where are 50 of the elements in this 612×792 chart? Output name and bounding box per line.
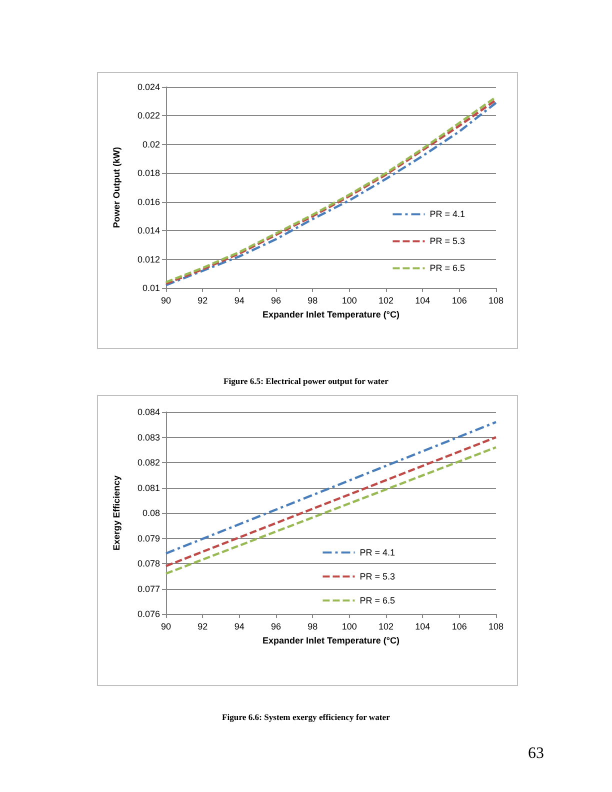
x-tick-label: 106	[452, 296, 467, 306]
x-tick-label: 102	[378, 296, 394, 306]
x-tick-label: 104	[415, 622, 430, 632]
y-tick-label: 0.083	[137, 432, 160, 442]
x-tick-label: 98	[308, 296, 318, 306]
legend-label: PR = 5.3	[360, 572, 396, 582]
y-tick-label: 0.082	[137, 458, 160, 468]
x-tick-label: 108	[488, 296, 504, 306]
y-tick-label: 0.079	[137, 533, 160, 544]
legend-label: PR = 6.5	[360, 596, 396, 606]
x-tick-label: 100	[342, 296, 357, 306]
y-tick-label: 0.014	[137, 226, 160, 236]
x-tick-label: 94	[234, 622, 244, 632]
text: 63	[528, 745, 544, 763]
y-tick-label: 0.076	[137, 609, 160, 619]
legend-label: PR = 4.1	[360, 548, 396, 558]
x-axis-title: Expander Inlet Temperature (°C)	[262, 310, 400, 320]
legend-label: PR = 4.1	[430, 209, 466, 220]
x-axis-title: Expander Inlet Temperature (°C)	[262, 636, 400, 646]
x-tick-label: 98	[308, 622, 318, 632]
x-tick-label: 108	[488, 622, 504, 632]
x-tick-label: 106	[452, 622, 467, 632]
y-tick-label: 0.016	[137, 196, 160, 207]
y-tick-label: 0.084	[137, 407, 160, 417]
x-tick-label: 90	[160, 296, 172, 306]
x-tick-label: 100	[342, 622, 357, 632]
y-tick-label: 0.08	[142, 508, 160, 518]
y-tick-label: 0.01	[142, 283, 160, 293]
y-tick-label: 0.078	[137, 558, 160, 568]
x-tick-label: 94	[234, 296, 244, 306]
y-tick-label: 0.018	[137, 168, 160, 178]
y-tick-label: 0.077	[137, 584, 160, 594]
y-tick-label: 0.081	[137, 482, 160, 493]
legend-label: PR = 6.5	[430, 263, 466, 274]
caption: Figure 6.6: System exergy efficiency for water	[222, 712, 390, 722]
y-axis-title: Power Output (kW)	[112, 147, 122, 228]
x-tick-label: 92	[198, 622, 208, 632]
y-tick-label: 0.024	[137, 82, 160, 92]
x-tick-label: 104	[415, 296, 430, 306]
y-tick-label: 0.02	[142, 139, 160, 150]
legend-label: PR = 5.3	[430, 236, 466, 246]
y-tick-label: 0.022	[137, 110, 160, 121]
x-tick-label: 90	[160, 622, 172, 632]
y-axis-title: Exergy Efficiency	[112, 475, 122, 551]
caption: Figure 6.5: Electrical power output for water	[224, 376, 388, 386]
x-tick-label: 102	[378, 622, 394, 632]
x-tick-label: 96	[270, 622, 282, 632]
x-tick-label: 96	[270, 296, 282, 306]
x-tick-label: 92	[198, 296, 208, 306]
y-tick-label: 0.012	[137, 254, 160, 264]
